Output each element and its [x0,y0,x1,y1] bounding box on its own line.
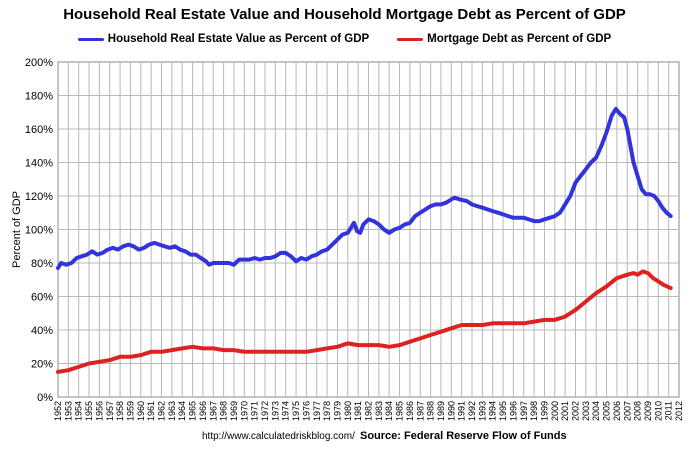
x-tick-label: 1986 [405,401,415,421]
x-tick-label: 1998 [529,401,539,421]
x-tick-label: 1976 [301,401,311,421]
x-tick-label: 2002 [571,401,581,421]
x-tick-label: 1961 [146,401,156,421]
series-line-mortgage-debt [56,269,673,374]
x-tick-label: 1957 [105,401,115,421]
x-tick-label: 1971 [250,401,260,421]
x-tick-label: 1972 [260,401,270,421]
x-tick-label: 1974 [281,401,291,421]
x-tick-label: 1999 [539,401,549,421]
y-tick-label: 60% [31,292,53,304]
y-tick-label: 100% [25,225,53,237]
x-tick-label: 1964 [177,401,187,421]
x-tick-label: 2007 [622,401,632,421]
source-note: Source: Federal Reserve Flow of Funds [360,430,567,442]
x-tick-label: 1984 [384,401,394,421]
y-tick-label: 20% [31,359,53,371]
y-tick-label: 0% [37,392,53,404]
y-tick-label: 120% [25,191,53,203]
legend-entry-mortgage-debt: Mortgage Debt as Percent of GDP [397,33,611,45]
x-tick-label: 1975 [291,401,301,421]
y-axis-label: Percent of GDP [11,191,23,268]
x-tick-label: 1959 [125,401,135,421]
x-tick-label: 1956 [94,401,104,421]
legend-label-real-estate: Household Real Estate Value as Percent o… [107,33,370,45]
x-tick-label: 1979 [332,401,342,421]
y-tick-label: 200% [25,57,53,69]
x-tick-label: 1962 [157,401,167,421]
legend-entry-real-estate: Household Real Estate Value as Percent o… [77,33,370,45]
x-tick-label: 1977 [312,401,322,421]
x-tick-label: 1954 [74,401,84,421]
x-tick-label: 1991 [457,401,467,421]
x-tick-label: 1953 [63,401,73,421]
x-tick-label: 1968 [219,401,229,421]
x-tick-label: 1988 [426,401,436,421]
y-tick-label: 140% [25,158,53,170]
source-url: http://www.calculatedriskblog.com/ [202,431,355,442]
x-tick-label: 1981 [353,401,363,421]
x-tick-label: 1978 [322,401,332,421]
x-tick-label: 1996 [508,401,518,421]
y-tick-label: 180% [25,91,53,103]
x-tick-label: 2008 [633,401,643,421]
x-tick-label: 1980 [343,401,353,421]
x-tick-label: 1967 [208,401,218,421]
x-tick-label: 2011 [664,401,674,420]
x-tick-label: 1969 [229,401,239,421]
x-tick-label: 1952 [53,401,63,421]
x-tick-label: 1989 [436,401,446,421]
x-tick-label: 2010 [653,401,663,421]
x-tick-label: 1963 [167,401,177,421]
x-tick-label: 1965 [188,401,198,421]
x-tick-label: 1970 [239,401,249,421]
x-tick-label: 1992 [467,401,477,421]
x-tick-label: 1990 [446,401,456,421]
x-tick-label: 2005 [602,401,612,421]
x-tick-label: 2009 [643,401,653,421]
x-tick-label: 1997 [519,401,529,421]
legend: Household Real Estate Value as Percent o… [0,33,689,45]
x-tick-label: 1993 [477,401,487,421]
x-tick-label: 1983 [374,401,384,421]
x-tick-label: 1987 [415,401,425,421]
series-line-real-estate [56,106,673,270]
x-tick-label: 2001 [560,401,570,421]
x-tick-label: 1958 [115,401,125,421]
legend-swatch-real-estate [77,37,104,41]
x-tick-label: 1985 [395,401,405,421]
chart-title: Household Real Estate Value and Househol… [63,6,626,23]
x-tick-label: 2003 [581,401,591,421]
x-tick-label: 1966 [198,401,208,421]
x-tick-label: 1994 [488,401,498,421]
x-tick-label: 2004 [591,401,601,421]
x-tick-label: 1960 [136,401,146,421]
x-tick-label: 1973 [270,401,280,421]
x-tick-label: 1955 [84,401,94,421]
x-tick-label: 2006 [612,401,622,421]
legend-swatch-mortgage-debt [397,37,424,41]
legend-label-mortgage-debt: Mortgage Debt as Percent of GDP [427,33,612,45]
y-tick-label: 40% [31,325,53,337]
x-tick-label: 1995 [498,401,508,421]
x-tick-label: 2012 [674,401,684,421]
x-tick-label: 2000 [550,401,560,421]
y-tick-label: 160% [25,124,53,136]
x-tick-label: 1982 [364,401,374,421]
y-tick-label: 80% [31,258,53,270]
